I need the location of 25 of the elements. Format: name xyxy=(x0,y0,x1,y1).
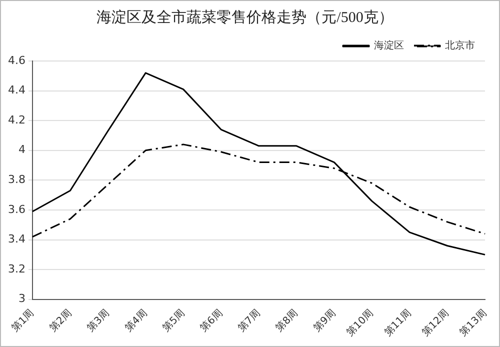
x-tick-label: 第3周 xyxy=(84,307,112,334)
y-tick-label: 3.2 xyxy=(8,262,26,276)
x-tick-label: 第1周 xyxy=(9,307,36,334)
x-tick-label: 第13周 xyxy=(457,307,489,339)
x-tick-label: 第10周 xyxy=(344,307,376,339)
y-tick-label: 4.2 xyxy=(8,113,26,126)
chart-title: 海淀区及全市蔬菜零售价格走势（元/500克） xyxy=(96,8,394,26)
x-tick-label: 第2周 xyxy=(47,307,74,334)
y-tick-label: 4.6 xyxy=(8,54,26,67)
y-tick-label: 3 xyxy=(18,292,26,306)
x-tick-label: 第8周 xyxy=(273,307,300,334)
y-tick-label: 4.4 xyxy=(8,84,26,97)
y-tick-label: 3.8 xyxy=(8,173,26,186)
x-tick-label: 第11周 xyxy=(382,307,414,339)
x-tick-label: 第5周 xyxy=(160,307,188,334)
legend-label: 海淀区 xyxy=(374,40,404,52)
legend-label: 北京市 xyxy=(445,40,475,52)
x-tick-label: 第9周 xyxy=(310,307,338,334)
x-tick-label: 第7周 xyxy=(236,307,263,334)
x-tick-label: 第12周 xyxy=(420,307,452,339)
y-tick-label: 3.4 xyxy=(8,232,26,246)
x-tick-label: 第6周 xyxy=(198,307,225,334)
x-tick-label: 第4周 xyxy=(122,307,150,334)
y-tick-label: 4 xyxy=(18,143,26,156)
y-tick-label: 3.6 xyxy=(8,202,26,216)
